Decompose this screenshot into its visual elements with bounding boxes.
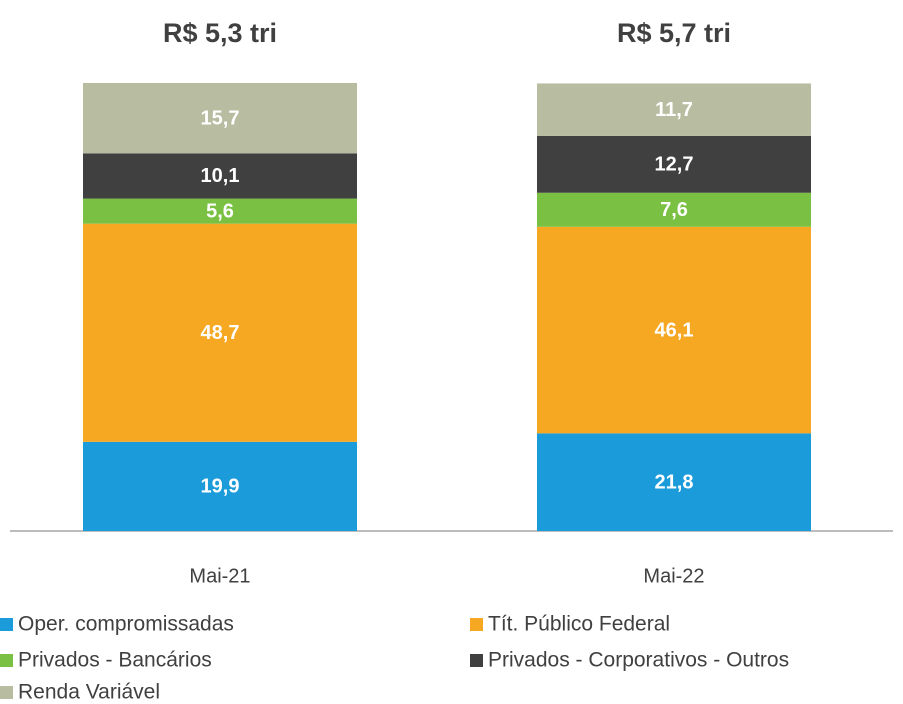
legend-label: Oper. compromissadas: [18, 613, 234, 636]
data-label: 15,7: [201, 107, 240, 129]
legend-marker: [470, 654, 483, 667]
bar-segment: [537, 192, 811, 227]
bar-segment: [83, 441, 357, 531]
bar-segment: [537, 226, 811, 434]
data-label: 21,8: [655, 471, 694, 493]
legend-marker: [470, 618, 483, 631]
data-label: 19,9: [201, 476, 240, 498]
legend-marker: [0, 618, 13, 631]
bar-segment: [83, 153, 357, 199]
bar-segment: [83, 198, 357, 224]
data-label: 46,1: [655, 319, 694, 341]
bar-total: R$ 5,3 tri: [163, 18, 277, 48]
legend-label: Tít. Público Federal: [488, 613, 670, 636]
legend-label: Privados - Bancários: [18, 649, 212, 672]
data-label: 5,6: [206, 200, 234, 222]
bar-segment: [83, 83, 357, 154]
bar-segment: [537, 135, 811, 193]
data-label: 11,7: [655, 99, 693, 121]
bar-segment: [537, 433, 811, 531]
data-label: 10,1: [201, 165, 240, 187]
legend-label: Renda Variável: [18, 681, 160, 704]
legend-marker: [0, 686, 13, 699]
data-label: 48,7: [201, 322, 240, 344]
x-tick-label: Mai-21: [189, 565, 250, 587]
legend-marker: [0, 654, 13, 667]
data-label: 7,6: [660, 199, 688, 221]
data-label: 12,7: [655, 154, 694, 176]
bar-total: R$ 5,7 tri: [617, 18, 731, 48]
legend-label: Privados - Corporativos - Outros: [488, 649, 789, 672]
x-tick-label: Mai-22: [643, 565, 704, 587]
bar-segment: [537, 83, 811, 136]
bar-segment: [83, 223, 357, 442]
